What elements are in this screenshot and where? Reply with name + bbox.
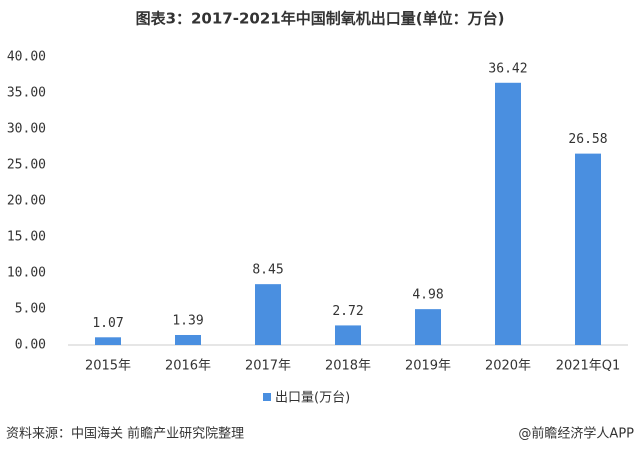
x-tick-label: 2018年 xyxy=(325,359,371,374)
bar xyxy=(495,82,521,345)
legend-label: 出口量(万台) xyxy=(275,391,350,406)
y-tick-label: 40.00 xyxy=(7,50,46,65)
x-tick-label: 2017年 xyxy=(245,359,291,374)
bar xyxy=(175,334,201,345)
data-label: 1.07 xyxy=(92,316,123,331)
credit: @前瞻经济学人APP xyxy=(518,426,634,442)
y-tick-label: 15.00 xyxy=(7,230,46,245)
data-label: 26.58 xyxy=(568,132,607,147)
y-tick-label: 20.00 xyxy=(7,194,46,209)
x-tick-label: 2020年 xyxy=(485,359,531,374)
data-label: 36.42 xyxy=(488,61,527,76)
x-tick-label: 2016年 xyxy=(165,359,211,374)
y-tick-label: 25.00 xyxy=(7,158,46,173)
y-tick-label: 35.00 xyxy=(7,86,46,101)
bar xyxy=(575,153,601,345)
data-label: 8.45 xyxy=(252,263,283,278)
source: 资料来源：中国海关 前瞻产业研究院整理 xyxy=(6,426,244,442)
x-tick-label: 2015年 xyxy=(85,359,131,374)
y-tick-label: 5.00 xyxy=(15,302,46,317)
data-label: 1.39 xyxy=(172,313,203,328)
bar xyxy=(255,284,281,345)
x-tick-label: 2021年Q1 xyxy=(556,359,621,374)
data-label: 4.98 xyxy=(412,288,443,303)
bar xyxy=(415,309,441,345)
y-tick-label: 30.00 xyxy=(7,122,46,137)
x-tick-label: 2019年 xyxy=(405,359,451,374)
y-tick-label: 0.00 xyxy=(15,338,46,353)
chart-title: 图表3：2017-2021年中国制氧机出口量(单位：万台) xyxy=(136,10,505,28)
legend-swatch xyxy=(263,393,271,401)
bar xyxy=(335,325,361,345)
data-label: 2.72 xyxy=(332,304,363,319)
y-tick-label: 10.00 xyxy=(7,266,46,281)
bar xyxy=(95,337,121,345)
